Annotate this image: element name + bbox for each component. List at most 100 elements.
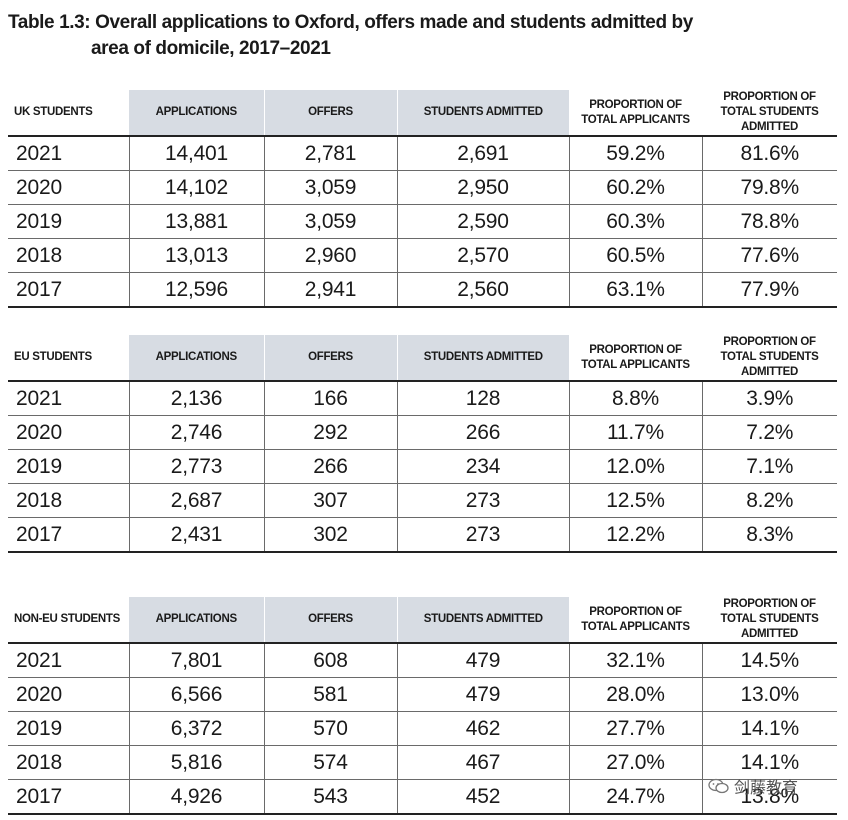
year-cell: 2018 <box>8 238 130 273</box>
prop-applicants-cell: 8.8% <box>569 381 703 416</box>
applications-cell: 2,687 <box>129 483 265 518</box>
prop-admitted-cell: 3.9% <box>702 381 837 416</box>
applications-cell: 6,372 <box>129 711 265 746</box>
admitted-cell: 234 <box>397 449 570 484</box>
col-offers: OFFERS <box>264 90 398 137</box>
admitted-cell: 266 <box>397 415 570 450</box>
applications-cell: 2,773 <box>129 449 265 484</box>
col-proportion-applicants: PROPORTION OF TOTAL APPLICANTS <box>569 90 702 137</box>
admitted-cell: 128 <box>397 381 570 416</box>
admitted-cell: 479 <box>397 643 570 678</box>
prop-applicants-cell: 24.7% <box>569 779 703 815</box>
offers-cell: 3,059 <box>264 170 398 205</box>
col-proportion-applicants: PROPORTION OF TOTAL APPLICANTS <box>569 335 702 382</box>
prop-admitted-cell: 77.6% <box>702 238 837 273</box>
applications-cell: 13,881 <box>129 204 265 239</box>
table-row: 2021 14,401 2,781 2,691 59.2% 81.6% <box>8 136 837 171</box>
offers-cell: 581 <box>264 677 398 712</box>
table-number: Table 1.3: <box>8 12 91 33</box>
prop-applicants-cell: 12.5% <box>569 483 703 518</box>
year-cell: 2020 <box>8 677 130 712</box>
offers-cell: 3,059 <box>264 204 398 239</box>
col-students-admitted: STUDENTS ADMITTED <box>397 335 569 382</box>
admitted-cell: 479 <box>397 677 570 712</box>
applications-cell: 5,816 <box>129 745 265 780</box>
table-row: 2020 2,746 292 266 11.7% 7.2% <box>8 415 837 450</box>
eu-students-table: EU STUDENTS APPLICATIONS OFFERS STUDENTS… <box>8 335 837 553</box>
offers-cell: 292 <box>264 415 398 450</box>
table-row: 2018 2,687 307 273 12.5% 8.2% <box>8 483 837 518</box>
admitted-cell: 2,560 <box>397 272 570 308</box>
admitted-cell: 467 <box>397 745 570 780</box>
applications-cell: 7,801 <box>129 643 265 678</box>
watermark: 剑藤教育 <box>708 774 798 798</box>
prop-admitted-cell: 78.8% <box>702 204 837 239</box>
year-cell: 2021 <box>8 136 130 171</box>
watermark-text: 剑藤教育 <box>734 780 799 797</box>
applications-cell: 2,431 <box>129 517 265 553</box>
prop-admitted-cell: 81.6% <box>702 136 837 171</box>
year-cell: 2018 <box>8 745 130 780</box>
col-applications: APPLICATIONS <box>129 597 265 644</box>
offers-cell: 307 <box>264 483 398 518</box>
table-row: 2020 6,566 581 479 28.0% 13.0% <box>8 677 837 712</box>
year-cell: 2017 <box>8 272 130 308</box>
year-cell: 2021 <box>8 643 130 678</box>
prop-admitted-cell: 77.9% <box>702 272 837 308</box>
prop-applicants-cell: 27.7% <box>569 711 703 746</box>
prop-applicants-cell: 27.0% <box>569 745 703 780</box>
prop-applicants-cell: 12.0% <box>569 449 703 484</box>
prop-admitted-cell: 7.2% <box>702 415 837 450</box>
applications-cell: 6,566 <box>129 677 265 712</box>
prop-admitted-cell: 14.5% <box>702 643 837 678</box>
applications-cell: 12,596 <box>129 272 265 308</box>
applications-cell: 2,746 <box>129 415 265 450</box>
table-row: 2017 2,431 302 273 12.2% 8.3% <box>8 517 837 553</box>
prop-applicants-cell: 32.1% <box>569 643 703 678</box>
prop-applicants-cell: 60.5% <box>569 238 703 273</box>
applications-cell: 13,013 <box>129 238 265 273</box>
year-cell: 2019 <box>8 204 130 239</box>
offers-cell: 608 <box>264 643 398 678</box>
wechat-icon <box>708 778 730 794</box>
col-offers: OFFERS <box>264 335 398 382</box>
table-row: 2019 2,773 266 234 12.0% 7.1% <box>8 449 837 484</box>
table-row: 2021 7,801 608 479 32.1% 14.5% <box>8 643 837 678</box>
offers-cell: 574 <box>264 745 398 780</box>
col-offers: OFFERS <box>264 597 398 644</box>
admitted-cell: 2,691 <box>397 136 570 171</box>
offers-cell: 543 <box>264 779 398 815</box>
col-proportion-applicants: PROPORTION OF TOTAL APPLICANTS <box>569 597 702 644</box>
table-row: 2018 5,816 574 467 27.0% 14.1% <box>8 745 837 780</box>
table-title-line1: Overall applications to Oxford, offers m… <box>95 12 693 33</box>
applications-cell: 14,401 <box>129 136 265 171</box>
admitted-cell: 2,950 <box>397 170 570 205</box>
year-cell: 2021 <box>8 381 130 416</box>
year-cell: 2020 <box>8 170 130 205</box>
admitted-cell: 462 <box>397 711 570 746</box>
prop-admitted-cell: 79.8% <box>702 170 837 205</box>
prop-admitted-cell: 14.1% <box>702 711 837 746</box>
col-students-admitted: STUDENTS ADMITTED <box>397 90 569 137</box>
non-eu-students-table: NON-EU STUDENTS APPLICATIONS OFFERS STUD… <box>8 597 837 815</box>
year-cell: 2020 <box>8 415 130 450</box>
offers-cell: 2,781 <box>264 136 398 171</box>
prop-admitted-cell: 8.2% <box>702 483 837 518</box>
uk-students-table: UK STUDENTS APPLICATIONS OFFERS STUDENTS… <box>8 90 837 308</box>
col-applications: APPLICATIONS <box>129 90 265 137</box>
prop-applicants-cell: 63.1% <box>569 272 703 308</box>
applications-cell: 2,136 <box>129 381 265 416</box>
year-cell: 2018 <box>8 483 130 518</box>
table-row: 2019 6,372 570 462 27.7% 14.1% <box>8 711 837 746</box>
prop-applicants-cell: 60.3% <box>569 204 703 239</box>
offers-cell: 2,941 <box>264 272 398 308</box>
admitted-cell: 273 <box>397 483 570 518</box>
admitted-cell: 452 <box>397 779 570 815</box>
col-proportion-admitted: PROPORTION OF TOTAL STUDENTS ADMITTED <box>702 597 837 644</box>
prop-admitted-cell: 13.0% <box>702 677 837 712</box>
prop-applicants-cell: 60.2% <box>569 170 703 205</box>
offers-cell: 570 <box>264 711 398 746</box>
col-proportion-admitted: PROPORTION OF TOTAL STUDENTS ADMITTED <box>702 90 837 137</box>
offers-cell: 302 <box>264 517 398 553</box>
offers-cell: 166 <box>264 381 398 416</box>
